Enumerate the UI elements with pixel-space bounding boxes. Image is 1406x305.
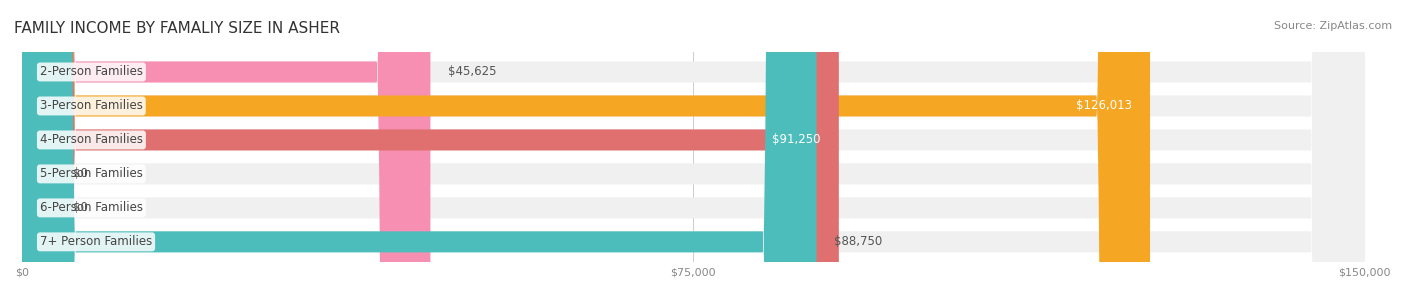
Text: $91,250: $91,250 — [772, 133, 821, 146]
Text: $45,625: $45,625 — [449, 66, 496, 78]
Text: $0: $0 — [73, 201, 89, 214]
FancyBboxPatch shape — [22, 0, 56, 305]
FancyBboxPatch shape — [22, 0, 1365, 305]
FancyBboxPatch shape — [22, 0, 1365, 305]
Text: 6-Person Families: 6-Person Families — [39, 201, 143, 214]
Text: 7+ Person Families: 7+ Person Families — [39, 235, 152, 248]
Text: 4-Person Families: 4-Person Families — [39, 133, 143, 146]
Text: $88,750: $88,750 — [834, 235, 883, 248]
FancyBboxPatch shape — [22, 0, 1365, 305]
FancyBboxPatch shape — [22, 0, 1365, 305]
FancyBboxPatch shape — [22, 0, 839, 305]
Text: 2-Person Families: 2-Person Families — [39, 66, 143, 78]
FancyBboxPatch shape — [22, 0, 1365, 305]
FancyBboxPatch shape — [22, 0, 430, 305]
Text: 5-Person Families: 5-Person Families — [39, 167, 143, 181]
Text: Source: ZipAtlas.com: Source: ZipAtlas.com — [1274, 21, 1392, 31]
Text: $0: $0 — [73, 167, 89, 181]
FancyBboxPatch shape — [22, 0, 56, 305]
FancyBboxPatch shape — [22, 0, 1365, 305]
Text: 3-Person Families: 3-Person Families — [39, 99, 143, 113]
FancyBboxPatch shape — [22, 0, 1150, 305]
Text: FAMILY INCOME BY FAMALIY SIZE IN ASHER: FAMILY INCOME BY FAMALIY SIZE IN ASHER — [14, 21, 340, 36]
FancyBboxPatch shape — [22, 0, 817, 305]
Text: $126,013: $126,013 — [1076, 99, 1132, 113]
